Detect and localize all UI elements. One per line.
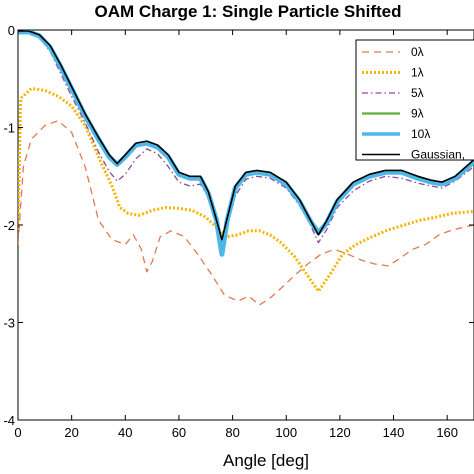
x-tick-label: 100 (275, 425, 297, 440)
y-tick-label: -2 (3, 218, 15, 233)
x-tick-label: 140 (383, 425, 405, 440)
series-line-1 (18, 87, 474, 293)
series-line-0 (18, 120, 474, 306)
legend: 0λ 1λ 5λ 9λ 10λ Gaussian, (355, 39, 474, 162)
y-tick-label: -4 (3, 413, 15, 428)
legend-label-3: 9λ (411, 107, 424, 121)
legend-label-5: Gaussian, (411, 148, 465, 162)
x-tick-label: 80 (225, 425, 239, 440)
x-tick-label: 160 (436, 425, 458, 440)
x-tick-label: 60 (172, 425, 186, 440)
axis-ticks: 0 20 40 60 80 100 120 140 160 0 -1 -2 -3 -4 (3, 23, 474, 440)
legend-label-4: 10λ (411, 127, 430, 141)
plot-area (17, 29, 474, 421)
x-tick-label: 120 (329, 425, 351, 440)
series-line-5 (18, 30, 474, 241)
legend-label-1: 1λ (411, 66, 424, 80)
y-tick-label: -1 (3, 121, 15, 136)
chart-title: OAM Charge 1: Single Particle Shifted (94, 2, 401, 21)
legend-label-0: 0λ (411, 45, 424, 59)
x-tick-label: 40 (118, 425, 132, 440)
x-axis-label: Angle [deg] (223, 451, 309, 470)
y-tick-label: -3 (3, 316, 15, 331)
legend-label-2: 5λ (411, 86, 424, 100)
series-line-4 (18, 30, 474, 257)
x-tick-label: 0 (14, 425, 21, 440)
legend-box (355, 39, 474, 161)
x-tick-label: 20 (64, 425, 78, 440)
y-tick-label: 0 (8, 23, 15, 38)
